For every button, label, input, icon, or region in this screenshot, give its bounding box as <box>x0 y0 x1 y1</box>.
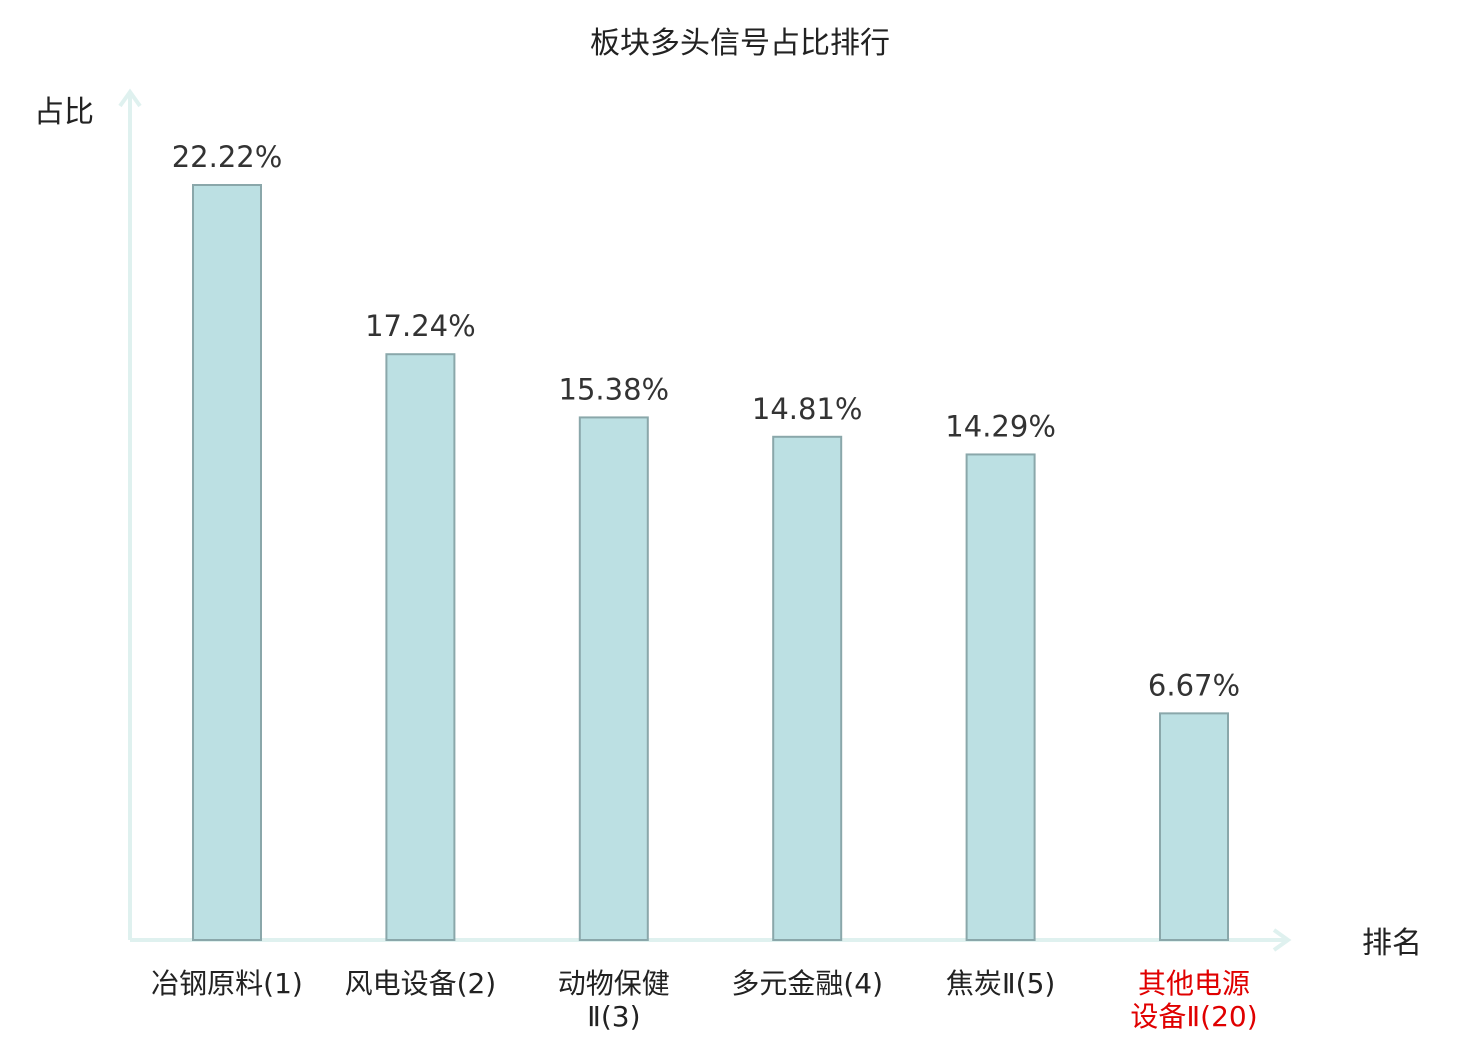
category-label: 其他电源设备Ⅱ(20) <box>1130 967 1257 1033</box>
y-axis-arrow <box>118 88 142 108</box>
value-label: 22.22% <box>172 140 283 174</box>
bar <box>578 416 649 941</box>
category-labels: 冶钢原料(1) 风电设备(2) 动物保健 Ⅱ(3) 多元金融(4) 焦炭Ⅱ(5) 其他电源设… <box>151 967 1257 1033</box>
category-label: 焦炭Ⅱ(5) <box>946 967 1055 1000</box>
value-label: 6.67% <box>1148 668 1240 702</box>
value-label: 14.81% <box>752 392 863 426</box>
value-label: 15.38% <box>559 372 670 406</box>
bar <box>1159 712 1229 941</box>
chart-title: 板块多头信号占比排行 <box>590 26 890 61</box>
category-label: 动物保健 Ⅱ(3) <box>558 967 670 1033</box>
category-label: 冶钢原料(1) <box>151 967 303 1000</box>
axes <box>118 88 1292 952</box>
bar <box>192 184 262 941</box>
value-labels: 22.22% 17.24% 15.38% 14.81% 14.29% 6.67% <box>172 140 1240 702</box>
y-axis-label: 占比 <box>34 95 94 130</box>
category-label: 风电设备(2) <box>345 967 497 1000</box>
x-axis-label: 排名 <box>1362 926 1422 961</box>
bars <box>192 184 1229 942</box>
bar <box>772 435 843 941</box>
value-label: 14.29% <box>945 409 1056 443</box>
category-label: 多元金融(4) <box>731 967 883 1000</box>
bar <box>385 353 456 942</box>
bar <box>965 453 1036 941</box>
value-label: 17.24% <box>365 309 476 343</box>
x-axis-arrow <box>1272 928 1292 952</box>
